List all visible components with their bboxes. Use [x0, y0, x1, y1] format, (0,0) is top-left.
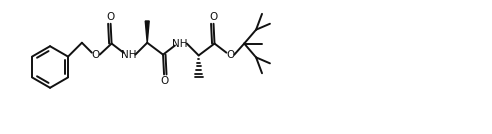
Text: O: O	[160, 76, 168, 86]
Text: NH: NH	[121, 50, 136, 60]
Text: NH: NH	[172, 39, 187, 49]
Text: O: O	[92, 50, 100, 60]
Text: O: O	[226, 50, 235, 60]
Text: O: O	[210, 12, 217, 22]
Text: O: O	[106, 12, 115, 22]
Polygon shape	[145, 21, 149, 43]
